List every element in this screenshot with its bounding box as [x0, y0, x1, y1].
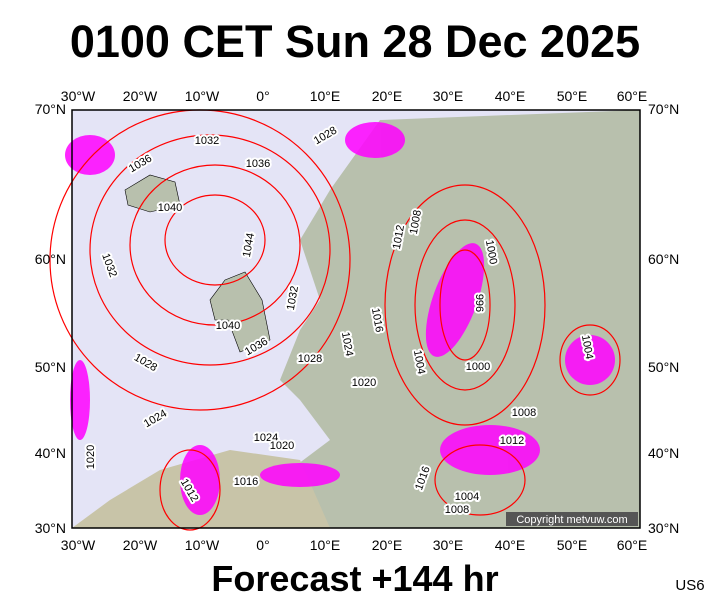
title: 0100 CET Sun 28 Dec 2025	[70, 16, 640, 67]
lon-tick-bottom: 20°W	[123, 537, 158, 553]
lat-tick-left: 60°N	[35, 251, 66, 267]
isobar-label: 1008	[512, 407, 536, 419]
lat-tick-right: 40°N	[648, 445, 679, 461]
copyright-box	[506, 512, 638, 526]
lon-tick-top: 20°W	[123, 88, 158, 104]
lat-tick-right: 50°N	[648, 359, 679, 375]
lat-tick-right: 30°N	[648, 520, 679, 536]
isobar-label: 1000	[466, 361, 490, 373]
lat-tick-right: 60°N	[648, 251, 679, 267]
lon-tick-bottom: 10°W	[185, 537, 220, 553]
land-britain	[209, 271, 271, 353]
isobar-label: 1040	[158, 202, 182, 214]
lat-tick-left: 70°N	[35, 101, 66, 117]
land-iceland	[124, 174, 181, 213]
map-frame	[71, 109, 641, 529]
lat-tick-left: 50°N	[35, 359, 66, 375]
lon-tick-bottom: 40°E	[495, 537, 526, 553]
lon-tick-bottom: 30°E	[433, 537, 464, 553]
isobar-label: 1024	[254, 432, 278, 444]
isobar-label: 1020	[85, 445, 97, 469]
lat-tick-left: 40°N	[35, 445, 66, 461]
lon-tick-bottom: 50°E	[557, 537, 588, 553]
isobar-label: 1020	[270, 440, 294, 452]
lon-tick-top: 40°E	[495, 88, 526, 104]
lon-tick-top: 20°E	[372, 88, 403, 104]
lon-tick-bottom: 20°E	[372, 537, 403, 553]
isobar-label: 1040	[216, 320, 240, 332]
isobar-label: 1032	[195, 135, 219, 147]
lon-tick-bottom: 60°E	[617, 537, 648, 553]
lon-tick-top: 30°E	[433, 88, 464, 104]
isobar-label: 1012	[500, 435, 524, 447]
isobar-label: 1020	[352, 377, 376, 389]
isobar-label: 1036	[246, 158, 270, 170]
forecast-label: Forecast +144 hr	[211, 558, 498, 599]
model-code: US6	[675, 577, 704, 594]
precipitation	[65, 122, 615, 515]
copyright: Copyright metvuw.com	[516, 514, 627, 526]
lon-tick-top: 0°	[256, 88, 269, 104]
map-area: Copyright metvuw.com	[49, 109, 641, 531]
lon-tick-top: 60°E	[617, 88, 648, 104]
lat-tick-left: 30°N	[35, 520, 66, 536]
lon-tick-top: 30°W	[61, 88, 96, 104]
isobar-label: 1016	[234, 476, 258, 488]
isobar-label: 1004	[455, 491, 479, 503]
isobar-label: 1028	[298, 353, 322, 365]
lon-tick-bottom: 30°W	[61, 537, 96, 553]
lon-tick-top: 10°W	[185, 88, 220, 104]
lon-tick-bottom: 0°	[256, 537, 269, 553]
isobar-label: 1008	[445, 504, 469, 516]
lon-tick-top: 50°E	[557, 88, 588, 104]
lat-tick-right: 70°N	[648, 101, 679, 117]
lon-tick-bottom: 10°E	[310, 537, 341, 553]
lon-tick-top: 10°E	[310, 88, 341, 104]
isobar-label: 996	[473, 294, 485, 312]
